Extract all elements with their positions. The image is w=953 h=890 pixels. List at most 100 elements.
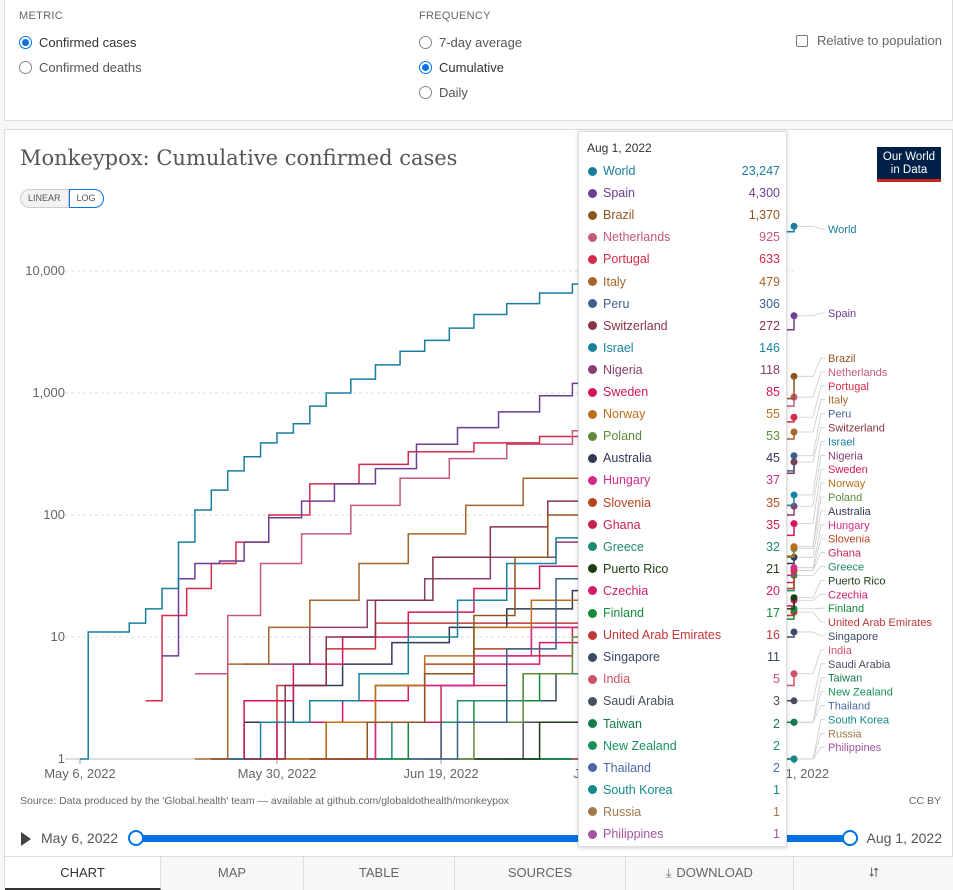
series-dot-icon: [588, 453, 597, 463]
tooltip-row: Greece 32: [579, 537, 788, 557]
y-tick-label: 10,000: [25, 263, 65, 278]
label-leader-line: [798, 468, 825, 525]
tooltip-country: India: [603, 672, 631, 687]
tooltip-country: Poland: [603, 429, 642, 444]
label-leader-line: [798, 580, 825, 599]
series-end-label: Hungary: [828, 520, 870, 532]
radio-icon[interactable]: [19, 36, 32, 49]
tooltip-row: Finland 17: [579, 603, 788, 623]
series-end-label: Switzerland: [828, 423, 885, 435]
tooltip-row: Netherlands 925: [579, 227, 788, 247]
radio-label: Confirmed deaths: [39, 60, 142, 75]
radio-daily[interactable]: Daily: [419, 80, 522, 105]
tab-download-label: DOWNLOAD: [676, 865, 753, 880]
radio-label: Daily: [439, 85, 468, 100]
tooltip-country: Greece: [603, 539, 644, 554]
series-dot-icon: [588, 431, 597, 441]
tooltip-value: 633: [759, 252, 780, 267]
tab-share[interactable]: ⮃: [794, 857, 953, 890]
series-end-dot: [790, 413, 798, 421]
radio-cumulative[interactable]: Cumulative: [419, 55, 522, 80]
series-end-label: Greece: [828, 562, 864, 574]
label-leader-line: [798, 663, 825, 702]
series-end-label: Ghana: [828, 548, 862, 560]
play-icon[interactable]: [21, 832, 31, 846]
x-tick-label: Jun 19, 2022: [404, 766, 479, 781]
label-leader-line: [798, 357, 825, 377]
share-icon: ⮃: [868, 865, 880, 880]
label-leader-line: [798, 312, 825, 317]
series-dot-icon: [588, 254, 597, 264]
tooltip-row: Singapore 11: [579, 647, 788, 667]
relative-to-population-checkbox[interactable]: Relative to population: [795, 33, 942, 48]
timeline-start-handle[interactable]: [128, 830, 144, 846]
tab-map[interactable]: MAP: [161, 857, 304, 890]
label-leader-line: [798, 705, 825, 723]
tooltip-date: Aug 1, 2022: [587, 141, 652, 155]
radio-icon[interactable]: [419, 61, 432, 74]
tooltip-value: 3: [773, 694, 780, 709]
label-leader-line: [798, 441, 825, 496]
checkbox-icon[interactable]: [795, 34, 808, 47]
timeline-end-label: Aug 1, 2022: [866, 830, 942, 846]
series-end-dot: [790, 697, 798, 705]
label-leader-line: [798, 454, 825, 507]
tooltip-value: 1: [773, 827, 780, 841]
tooltip-value: 85: [766, 385, 780, 399]
tooltip-country: Peru: [603, 296, 630, 311]
radio-icon[interactable]: [19, 61, 32, 74]
tooltip-value: 1,370: [748, 208, 780, 223]
tab-chart[interactable]: CHART: [5, 857, 161, 890]
license-link[interactable]: CC BY: [908, 795, 941, 807]
series-end-dot: [790, 670, 798, 678]
owid-logo[interactable]: Our World in Data: [877, 147, 941, 182]
tooltip-country: Nigeria: [603, 362, 643, 377]
frequency-title: FREQUENCY: [419, 10, 491, 22]
label-leader-line: [798, 746, 825, 760]
tooltip-row: Sweden 85: [579, 382, 788, 402]
tooltip-row: Israel 146: [579, 338, 788, 358]
tab-sources[interactable]: SOURCES: [455, 857, 626, 890]
tooltip-value: 21: [766, 561, 780, 576]
radio-icon[interactable]: [419, 86, 432, 99]
tab-download[interactable]: ⤓ DOWNLOAD: [626, 857, 794, 890]
tooltip-row: Ghana 35: [579, 515, 788, 535]
chart-card: Monkeypox: Cumulative confirmed cases Ou…: [4, 129, 953, 890]
tooltip-row: Taiwan 2: [579, 714, 788, 734]
label-leader-line: [798, 399, 825, 433]
series-end-label: South Korea: [828, 714, 890, 726]
radio-7-day-average[interactable]: 7-day average: [419, 30, 522, 55]
series-end-label: Slovenia: [828, 534, 871, 546]
linear-scale-button[interactable]: LINEAR: [20, 189, 69, 208]
label-leader-line: [798, 510, 825, 558]
radio-icon[interactable]: [419, 36, 432, 49]
radio-confirmed-deaths[interactable]: Confirmed deaths: [19, 55, 142, 80]
label-leader-line: [798, 719, 825, 760]
tooltip-value: 272: [759, 318, 780, 333]
tooltip-country: New Zealand: [603, 738, 677, 753]
tooltip-country: Saudi Arabia: [603, 694, 674, 709]
tooltip-country: Netherlands: [603, 230, 671, 245]
tooltip-row: Spain 4,300: [579, 183, 788, 203]
series-dot-icon: [588, 763, 597, 773]
tooltip-value: 118: [760, 362, 780, 377]
series-end-label: Russia: [828, 728, 863, 740]
series-end-dot: [790, 628, 798, 636]
radio-confirmed-cases[interactable]: Confirmed cases: [19, 30, 142, 55]
series-end-label: New Zealand: [828, 687, 893, 699]
tooltip-value: 45: [766, 451, 780, 466]
series-end-dot: [790, 755, 798, 763]
tab-table[interactable]: TABLE: [304, 857, 455, 890]
tooltip-value: 4,300: [748, 186, 780, 201]
log-scale-button[interactable]: LOG: [68, 189, 104, 208]
timeline-end-handle[interactable]: [842, 830, 858, 846]
label-leader-line: [798, 732, 825, 760]
line-chart: 1 10 100 1,000 10,000 May 6, 2022 May 30, 2022…: [25, 222, 932, 781]
tooltip-row: Nigeria 118: [579, 360, 788, 380]
label-leader-line: [798, 607, 825, 610]
series-end-dot: [790, 372, 798, 380]
tooltip-row: Peru 306: [579, 294, 788, 314]
tooltip-row: Brazil 1,370: [579, 205, 788, 225]
series-dot-icon: [588, 719, 597, 728]
timeline-track[interactable]: [135, 835, 851, 842]
